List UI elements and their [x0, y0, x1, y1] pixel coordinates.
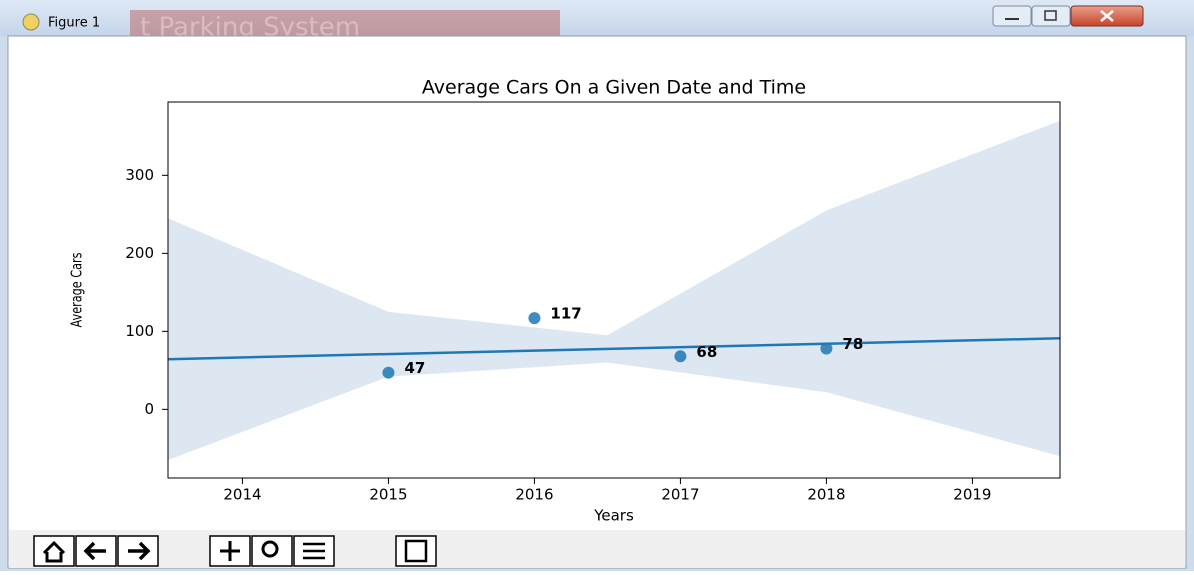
y-tick-label: 200 [125, 244, 154, 262]
y-tick-label: 300 [125, 166, 154, 184]
x-tick-label: 2018 [807, 486, 845, 504]
zoom-button[interactable] [251, 535, 293, 567]
forward-icon [128, 541, 151, 561]
fit-line [167, 337, 1061, 361]
x-tick-label: 2015 [369, 486, 407, 504]
data-label: 68 [696, 343, 717, 361]
toolbar [9, 530, 1185, 568]
x-tick-label: 2019 [953, 486, 991, 504]
window-icon [22, 13, 40, 31]
save-icon [404, 539, 428, 563]
zoom-icon [261, 540, 279, 558]
close-icon [1100, 10, 1114, 22]
data-label: 78 [842, 335, 863, 353]
x-axis-label: Years [593, 507, 634, 525]
plot-frame [167, 101, 1061, 479]
data-label: 47 [404, 359, 425, 377]
x-tick-label: 2014 [223, 486, 261, 504]
pan-icon [220, 541, 240, 561]
background-app [130, 10, 560, 36]
configure-icon [303, 542, 325, 560]
point [382, 366, 395, 379]
window-title: Figure 1 [48, 16, 100, 31]
point [820, 342, 833, 355]
home-icon [42, 540, 66, 563]
y-tick-label: 0 [144, 400, 154, 418]
x-tick-label: 2016 [515, 486, 553, 504]
point [674, 350, 687, 363]
minimize-button[interactable] [992, 5, 1032, 27]
chart-title: Average Cars On a Given Date and Time [422, 77, 806, 99]
maximize-button[interactable] [1031, 5, 1071, 27]
y-tick-label: 100 [125, 322, 154, 340]
data-label: 117 [550, 305, 581, 323]
back-icon [83, 541, 106, 561]
maximize-icon [1044, 10, 1057, 21]
point [528, 312, 541, 325]
y-axis-label: Average Cars [69, 252, 86, 327]
x-tick-label: 2017 [661, 486, 699, 504]
